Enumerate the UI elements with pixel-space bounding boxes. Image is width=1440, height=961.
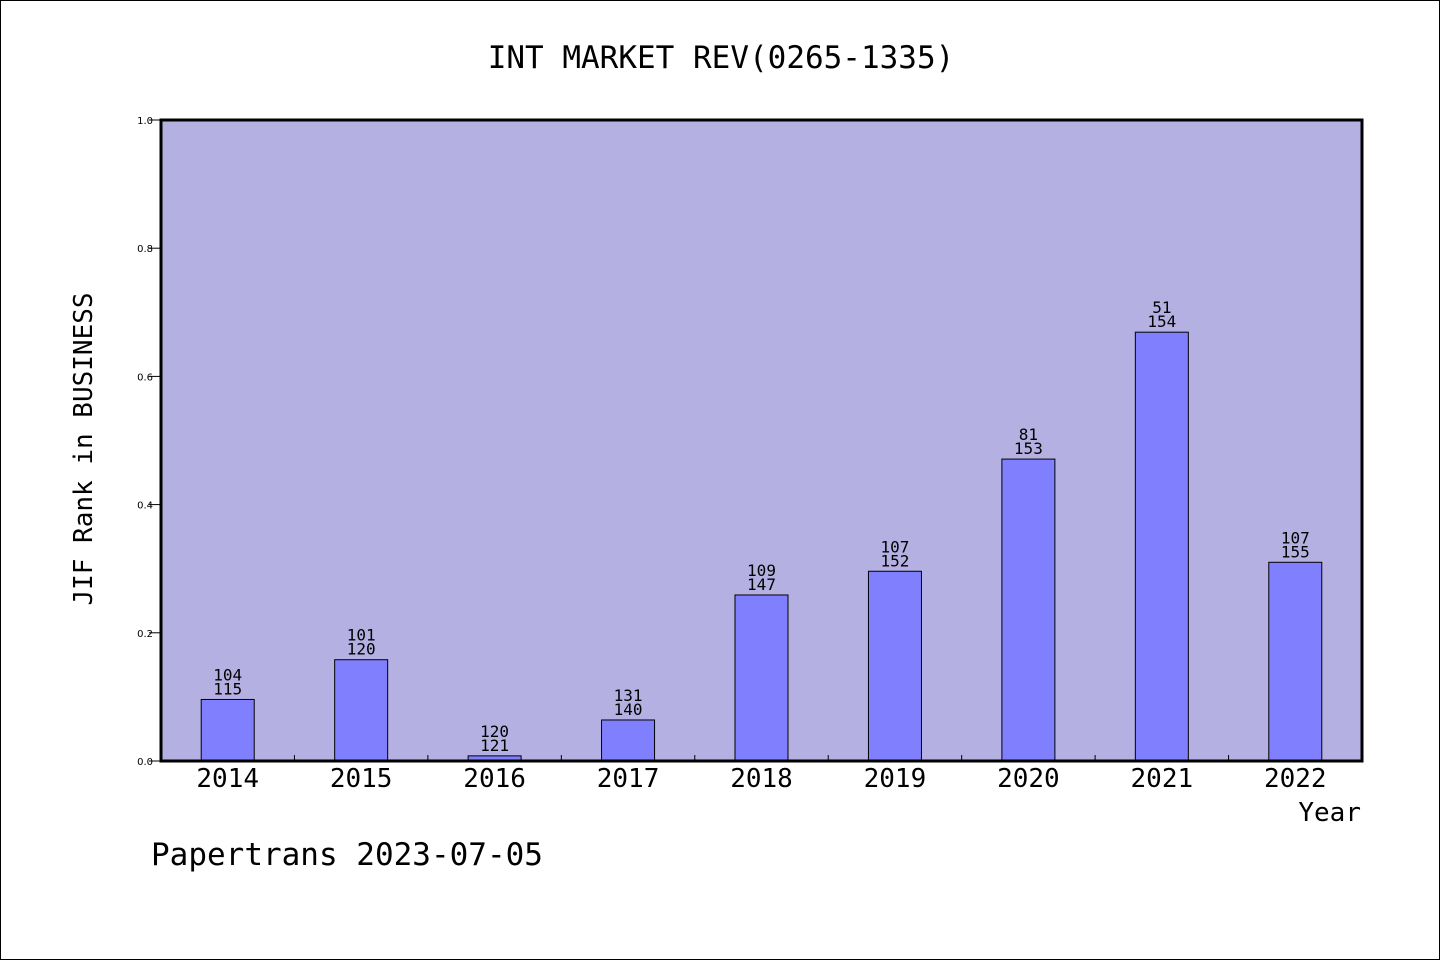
x-axis-ticks: 2014 2015 2016 2017 2018 2019 2020 2021 2022 [196, 755, 1327, 794]
bars-group [200, 331, 1323, 762]
bar-label-bottom: 153 [1014, 439, 1043, 458]
x-tick-label: 2018 [730, 764, 793, 794]
bar-2014 [200, 698, 255, 762]
bar-label-bottom: 120 [347, 640, 376, 659]
y-tick-label: 0.0 [137, 757, 153, 768]
bar-label-bottom: 121 [480, 736, 509, 755]
bar-label-top: 131 [614, 686, 643, 705]
x-tick-label: 2022 [1264, 764, 1327, 794]
bar-2021 [1134, 331, 1189, 762]
plot-border [159, 118, 1364, 763]
y-axis-label: JIF Rank in BUSINESS [69, 292, 99, 605]
bar-label-bottom: 155 [1281, 542, 1310, 561]
value-labels: 1041151011201201211311401091471071528115… [213, 298, 1309, 755]
bar-2022 [1268, 561, 1323, 762]
bar-label-top: 81 [1019, 425, 1038, 444]
bar-label-bottom: 154 [1147, 312, 1176, 331]
bar-label-top: 120 [480, 722, 509, 741]
chart-title: INT MARKET REV(0265-1335) [488, 40, 955, 76]
x-tick-label: 2014 [196, 764, 259, 794]
x-tick-label: 2020 [997, 764, 1060, 794]
bar-2019 [867, 570, 922, 762]
bar-label-top: 104 [213, 665, 242, 684]
bar-2015 [334, 659, 389, 762]
x-tick-label: 2016 [463, 764, 526, 794]
bar-label-bottom: 147 [747, 575, 776, 594]
x-axis-label: Year [1298, 798, 1361, 828]
x-tick-label: 2017 [597, 764, 660, 794]
footer-credit: Papertrans 2023-07-05 [151, 837, 543, 873]
bar-label-top: 107 [880, 537, 909, 556]
bar-2017 [601, 719, 656, 762]
bar-label-bottom: 140 [614, 700, 643, 719]
y-tick-label: 1.0 [137, 116, 153, 127]
y-axis-ticks: 0.0 0.2 0.4 0.6 0.8 1.0 [137, 116, 161, 768]
y-tick-label: 0.4 [137, 501, 153, 512]
x-tick-label: 2021 [1131, 764, 1194, 794]
bar-label-bottom: 115 [213, 679, 242, 698]
bar-label-top: 107 [1281, 528, 1310, 547]
y-tick-label: 0.6 [137, 372, 153, 383]
bar-label-top: 51 [1152, 298, 1171, 317]
x-tick-label: 2015 [330, 764, 393, 794]
x-tick-label: 2019 [864, 764, 927, 794]
y-tick-label: 0.2 [137, 629, 153, 640]
bar-label-bottom: 152 [880, 551, 909, 570]
bar-2018 [734, 594, 789, 762]
bar-label-top: 109 [747, 561, 776, 580]
bar-label-top: 101 [347, 626, 376, 645]
bar-2020 [1001, 458, 1056, 762]
y-tick-label: 0.8 [137, 244, 153, 255]
